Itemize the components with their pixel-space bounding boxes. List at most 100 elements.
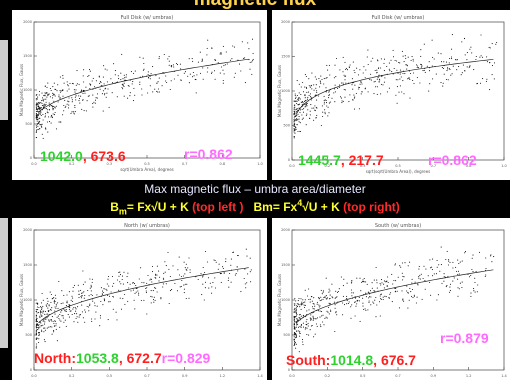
scatter-point — [103, 65, 105, 67]
scatter-point — [92, 88, 94, 90]
scatter-point — [401, 272, 403, 274]
scatter-point — [380, 279, 383, 281]
scatter-point — [311, 300, 313, 302]
scatter-point — [143, 282, 145, 284]
scatter-point — [150, 302, 152, 304]
scatter-point — [307, 109, 309, 111]
scatter-point — [294, 101, 296, 103]
scatter-point — [473, 69, 475, 71]
scatter-point — [328, 291, 330, 293]
scatter-point — [327, 311, 329, 313]
scatter-point — [383, 70, 385, 72]
scatter-point — [99, 88, 101, 90]
scatter-point — [66, 90, 68, 92]
scatter-point — [95, 80, 97, 82]
scatter-point — [123, 271, 125, 273]
scatter-point — [244, 283, 246, 285]
scatter-point — [343, 304, 346, 306]
scatter-point — [373, 290, 375, 292]
scatter-point — [370, 79, 372, 81]
scatter-point — [347, 82, 350, 84]
scatter-point — [126, 276, 128, 278]
scatter-point — [343, 74, 345, 76]
scatter-point — [82, 292, 84, 294]
scatter-point — [362, 302, 364, 304]
scatter-point — [39, 326, 41, 328]
scatter-point — [302, 344, 304, 346]
scatter-point — [298, 107, 300, 109]
scatter-point — [244, 57, 246, 59]
scatter-point — [44, 113, 47, 115]
scatter-point — [293, 308, 295, 311]
scatter-point — [318, 297, 320, 299]
scatter-point — [346, 295, 348, 297]
scatter-point — [43, 107, 45, 109]
scatter-point — [249, 61, 251, 63]
scatter-point — [95, 87, 97, 89]
scatter-point — [36, 120, 38, 122]
scatter-point — [398, 61, 400, 64]
scatter-point — [351, 78, 353, 80]
scatter-point — [148, 76, 150, 79]
scatter-point — [406, 64, 408, 66]
left-edge-bar-top — [0, 40, 8, 120]
scatter-point — [225, 258, 227, 260]
scatter-point — [300, 315, 302, 317]
scatter-point — [406, 285, 408, 287]
scatter-point — [363, 308, 365, 310]
scatter-point — [222, 45, 224, 47]
scatter-point — [71, 99, 73, 101]
scatter-point — [56, 316, 58, 318]
scatter-point — [361, 281, 363, 283]
scatter-point — [58, 317, 60, 320]
scatter-point — [419, 82, 421, 84]
scatter-point — [171, 289, 173, 291]
scatter-point — [51, 320, 53, 322]
scatter-point — [186, 269, 188, 271]
scatter-point — [83, 297, 85, 299]
scatter-point — [105, 96, 107, 98]
scatter-point — [41, 330, 43, 332]
scatter-point — [431, 65, 433, 67]
scatter-point — [46, 121, 48, 123]
scatter-point — [300, 101, 302, 103]
scatter-point — [146, 75, 148, 77]
scatter-point — [334, 64, 336, 66]
scatter-point — [155, 75, 157, 77]
scatter-point — [407, 307, 409, 309]
scatter-point — [151, 281, 153, 283]
scatter-point — [297, 119, 299, 121]
scatter-point — [398, 91, 400, 93]
scatter-point — [101, 293, 104, 295]
scatter-point — [188, 257, 190, 259]
scatter-point — [78, 316, 80, 318]
scatter-point — [455, 266, 457, 268]
scatter-point — [35, 117, 37, 119]
scatter-point — [213, 259, 215, 261]
hemisphere-label-north: North: — [34, 350, 76, 366]
scatter-point — [206, 54, 208, 56]
scatter-point — [81, 311, 83, 313]
scatter-point — [294, 104, 296, 106]
scatter-point — [207, 277, 210, 279]
scatter-point — [359, 277, 361, 279]
scatter-point — [411, 278, 413, 280]
x-tick-label: 0.5 — [395, 164, 401, 168]
x-tick-label: 1.4 — [501, 374, 507, 378]
scatter-point — [165, 283, 167, 285]
formula-left: Bm= Fx√U + K — [110, 200, 189, 217]
scatter-point — [67, 84, 69, 86]
scatter-point — [329, 90, 331, 92]
scatter-point — [329, 74, 331, 76]
scatter-point — [474, 281, 476, 284]
scatter-point — [456, 59, 458, 61]
scatter-point — [78, 83, 80, 85]
x-tick-label: 0.7 — [395, 374, 401, 378]
scatter-point — [333, 92, 335, 94]
scatter-point — [67, 107, 70, 109]
scatter-point — [48, 102, 50, 104]
scatter-point — [48, 109, 51, 111]
scatter-point — [35, 311, 37, 313]
scatter-point — [38, 122, 40, 124]
scatter-point — [106, 81, 108, 83]
